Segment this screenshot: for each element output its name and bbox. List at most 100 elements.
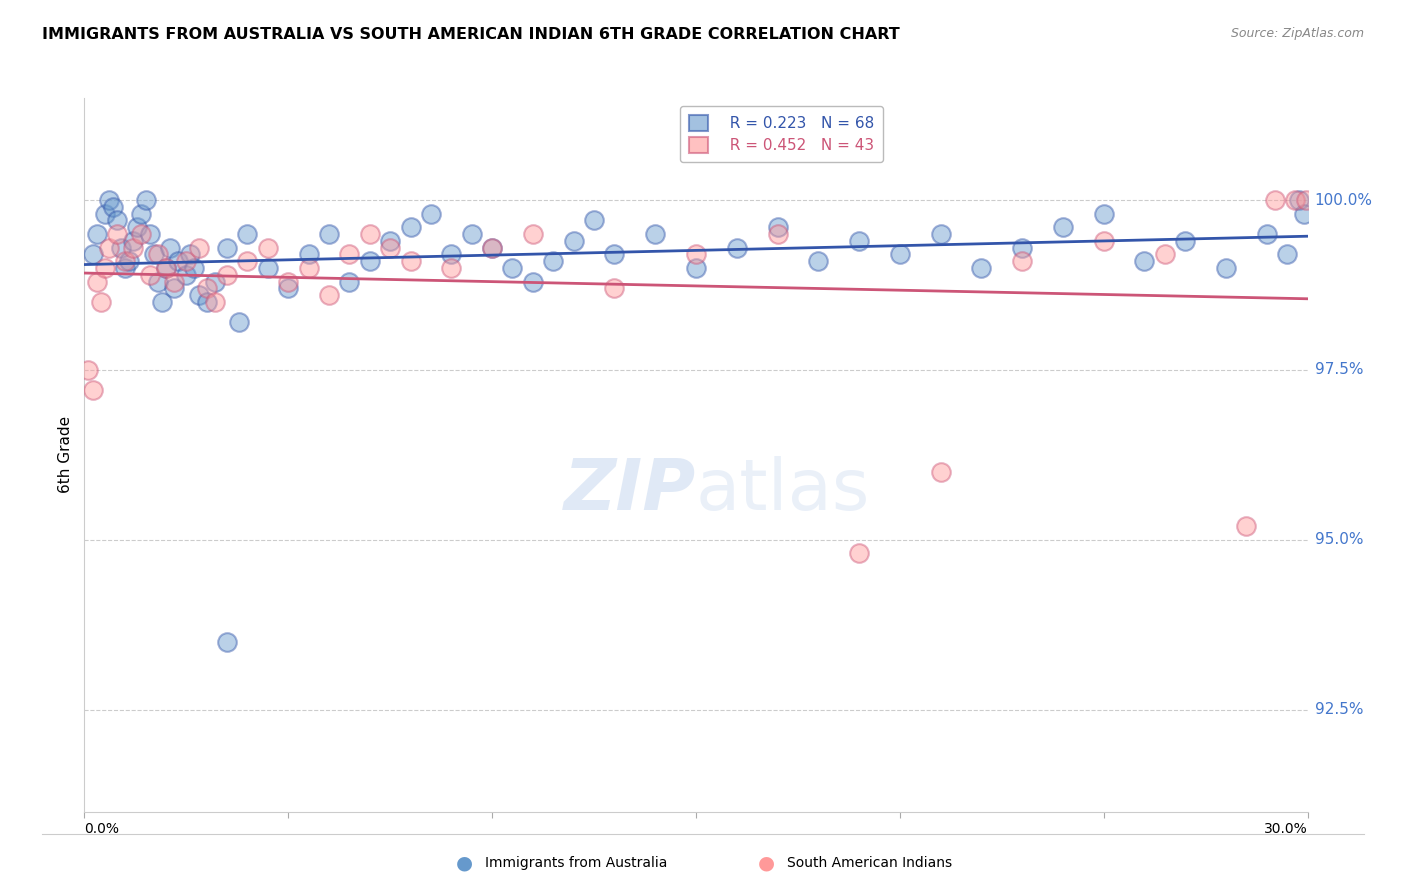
Point [257,260,280,275]
Point [766,227,789,241]
Point [929,227,952,241]
Point [685,247,707,261]
Point [135,193,157,207]
Text: 95.0%: 95.0% [1315,533,1362,548]
Point [889,247,911,261]
Legend:   R = 0.223   N = 68,   R = 0.452   N = 43: R = 0.223 N = 68, R = 0.452 N = 43 [681,106,883,162]
Point [1133,254,1156,268]
Point [183,260,205,275]
Y-axis label: 6th Grade: 6th Grade [58,417,73,493]
Point [195,295,218,310]
Point [848,546,870,560]
Point [93,207,115,221]
Point [82,247,104,261]
Point [101,200,124,214]
Point [217,241,239,255]
Point [1092,207,1115,221]
Point [155,260,177,275]
Point [163,281,186,295]
Point [1295,193,1317,207]
Point [359,254,381,268]
Point [1256,227,1278,241]
Text: ●: ● [456,854,472,873]
Text: 30.0%: 30.0% [1264,822,1308,836]
Point [298,260,321,275]
Point [1264,193,1286,207]
Point [725,241,748,255]
Point [204,275,226,289]
Point [481,241,503,255]
Text: Immigrants from Australia: Immigrants from Australia [485,856,668,871]
Point [187,288,209,302]
Point [603,247,626,261]
Point [146,275,169,289]
Point [150,295,173,310]
Point [93,260,115,275]
Point [1174,234,1197,248]
Point [644,227,666,241]
Point [1277,247,1299,261]
Text: atlas: atlas [696,456,870,525]
Point [82,384,104,398]
Point [807,254,830,268]
Point [522,227,544,241]
Point [122,234,145,248]
Point [318,288,340,302]
Point [167,254,190,268]
Point [163,275,186,289]
Point [277,281,299,295]
Point [228,315,250,329]
Point [105,213,128,227]
Point [204,295,226,310]
Point [174,254,197,268]
Point [179,247,201,261]
Point [122,241,145,255]
Point [1215,260,1237,275]
Text: ●: ● [758,854,775,873]
Point [582,213,605,227]
Point [217,268,239,282]
Point [159,241,181,255]
Point [97,241,120,255]
Point [481,241,503,255]
Point [1092,234,1115,248]
Point [86,275,108,289]
Point [359,227,381,241]
Point [277,275,299,289]
Point [501,260,523,275]
Point [1153,247,1175,261]
Point [187,241,209,255]
Point [339,247,360,261]
Point [114,254,136,268]
Point [1284,193,1306,207]
Point [339,275,360,289]
Point [110,241,132,255]
Point [77,363,100,377]
Point [1288,193,1310,207]
Point [685,260,707,275]
Point [1234,519,1257,533]
Point [848,234,870,248]
Point [142,247,165,261]
Text: 0.0%: 0.0% [84,822,120,836]
Point [420,207,443,221]
Point [522,275,544,289]
Point [440,260,463,275]
Text: South American Indians: South American Indians [787,856,952,871]
Point [1011,241,1033,255]
Point [1052,220,1074,235]
Point [114,260,136,275]
Point [146,247,169,261]
Point [970,260,993,275]
Point [1292,207,1315,221]
Point [380,234,402,248]
Text: 92.5%: 92.5% [1315,702,1362,717]
Point [298,247,321,261]
Point [127,220,149,235]
Point [90,295,112,310]
Point [440,247,463,261]
Point [766,220,789,235]
Point [138,227,160,241]
Point [399,254,422,268]
Point [399,220,422,235]
